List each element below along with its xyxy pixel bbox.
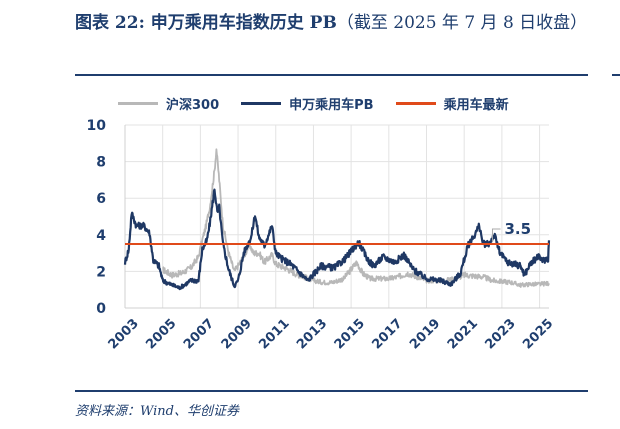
x-tick-label: 2019 bbox=[407, 316, 443, 352]
legend-swatch bbox=[395, 102, 436, 105]
x-tick-label: 2025 bbox=[520, 316, 556, 352]
x-tick-label: 2007 bbox=[181, 316, 217, 352]
y-tick-label: 8 bbox=[96, 155, 106, 171]
annotation-leader bbox=[491, 228, 501, 242]
legend: 沪深300 申万乘用车PB 乘用车最新 bbox=[118, 94, 509, 113]
x-tick-label: 2003 bbox=[106, 316, 142, 352]
title-rule bbox=[75, 74, 588, 76]
legend-label: 沪深300 bbox=[166, 98, 220, 113]
legend-label: 申万乘用车PB bbox=[289, 98, 374, 113]
y-tick-label: 10 bbox=[87, 118, 107, 134]
annotation-label: 3.5 bbox=[504, 220, 531, 238]
x-tick-label: 2021 bbox=[445, 316, 481, 352]
x-tick-label: 2023 bbox=[483, 316, 519, 352]
legend-item-csi300: 沪深300 bbox=[118, 94, 219, 113]
legend-swatch bbox=[241, 102, 282, 105]
x-tick-label: 2009 bbox=[219, 316, 255, 352]
x-tick-label: 2011 bbox=[256, 316, 292, 352]
x-tick-label: 2013 bbox=[294, 316, 330, 352]
series-line-pb bbox=[123, 188, 551, 291]
legend-label: 乘用车最新 bbox=[443, 98, 509, 113]
legend-item-latest: 乘用车最新 bbox=[395, 94, 509, 113]
y-tick-label: 2 bbox=[96, 264, 106, 280]
title-main: 图表 22: 申万乘用车指数历史 PB bbox=[75, 13, 337, 33]
y-tick-label: 6 bbox=[96, 191, 106, 207]
legend-item-pb: 申万乘用车PB bbox=[241, 94, 374, 113]
figure-title: 图表 22: 申万乘用车指数历史 PB（截至 2025 年 7 月 8 日收盘） bbox=[75, 8, 595, 38]
x-tick-label: 2017 bbox=[369, 316, 405, 352]
x-tick-label: 2005 bbox=[143, 316, 179, 352]
source-note: 资料来源：Wind、华创证券 bbox=[75, 404, 239, 419]
x-tick-label: 2015 bbox=[332, 316, 368, 352]
y-tick-label: 0 bbox=[96, 301, 106, 317]
y-tick-label: 4 bbox=[96, 228, 106, 244]
legend-swatch bbox=[118, 102, 158, 105]
footer-rule bbox=[75, 390, 588, 392]
title-subtitle: （截至 2025 年 7 月 8 日收盘） bbox=[336, 13, 588, 33]
adjacent-rule bbox=[612, 74, 620, 76]
